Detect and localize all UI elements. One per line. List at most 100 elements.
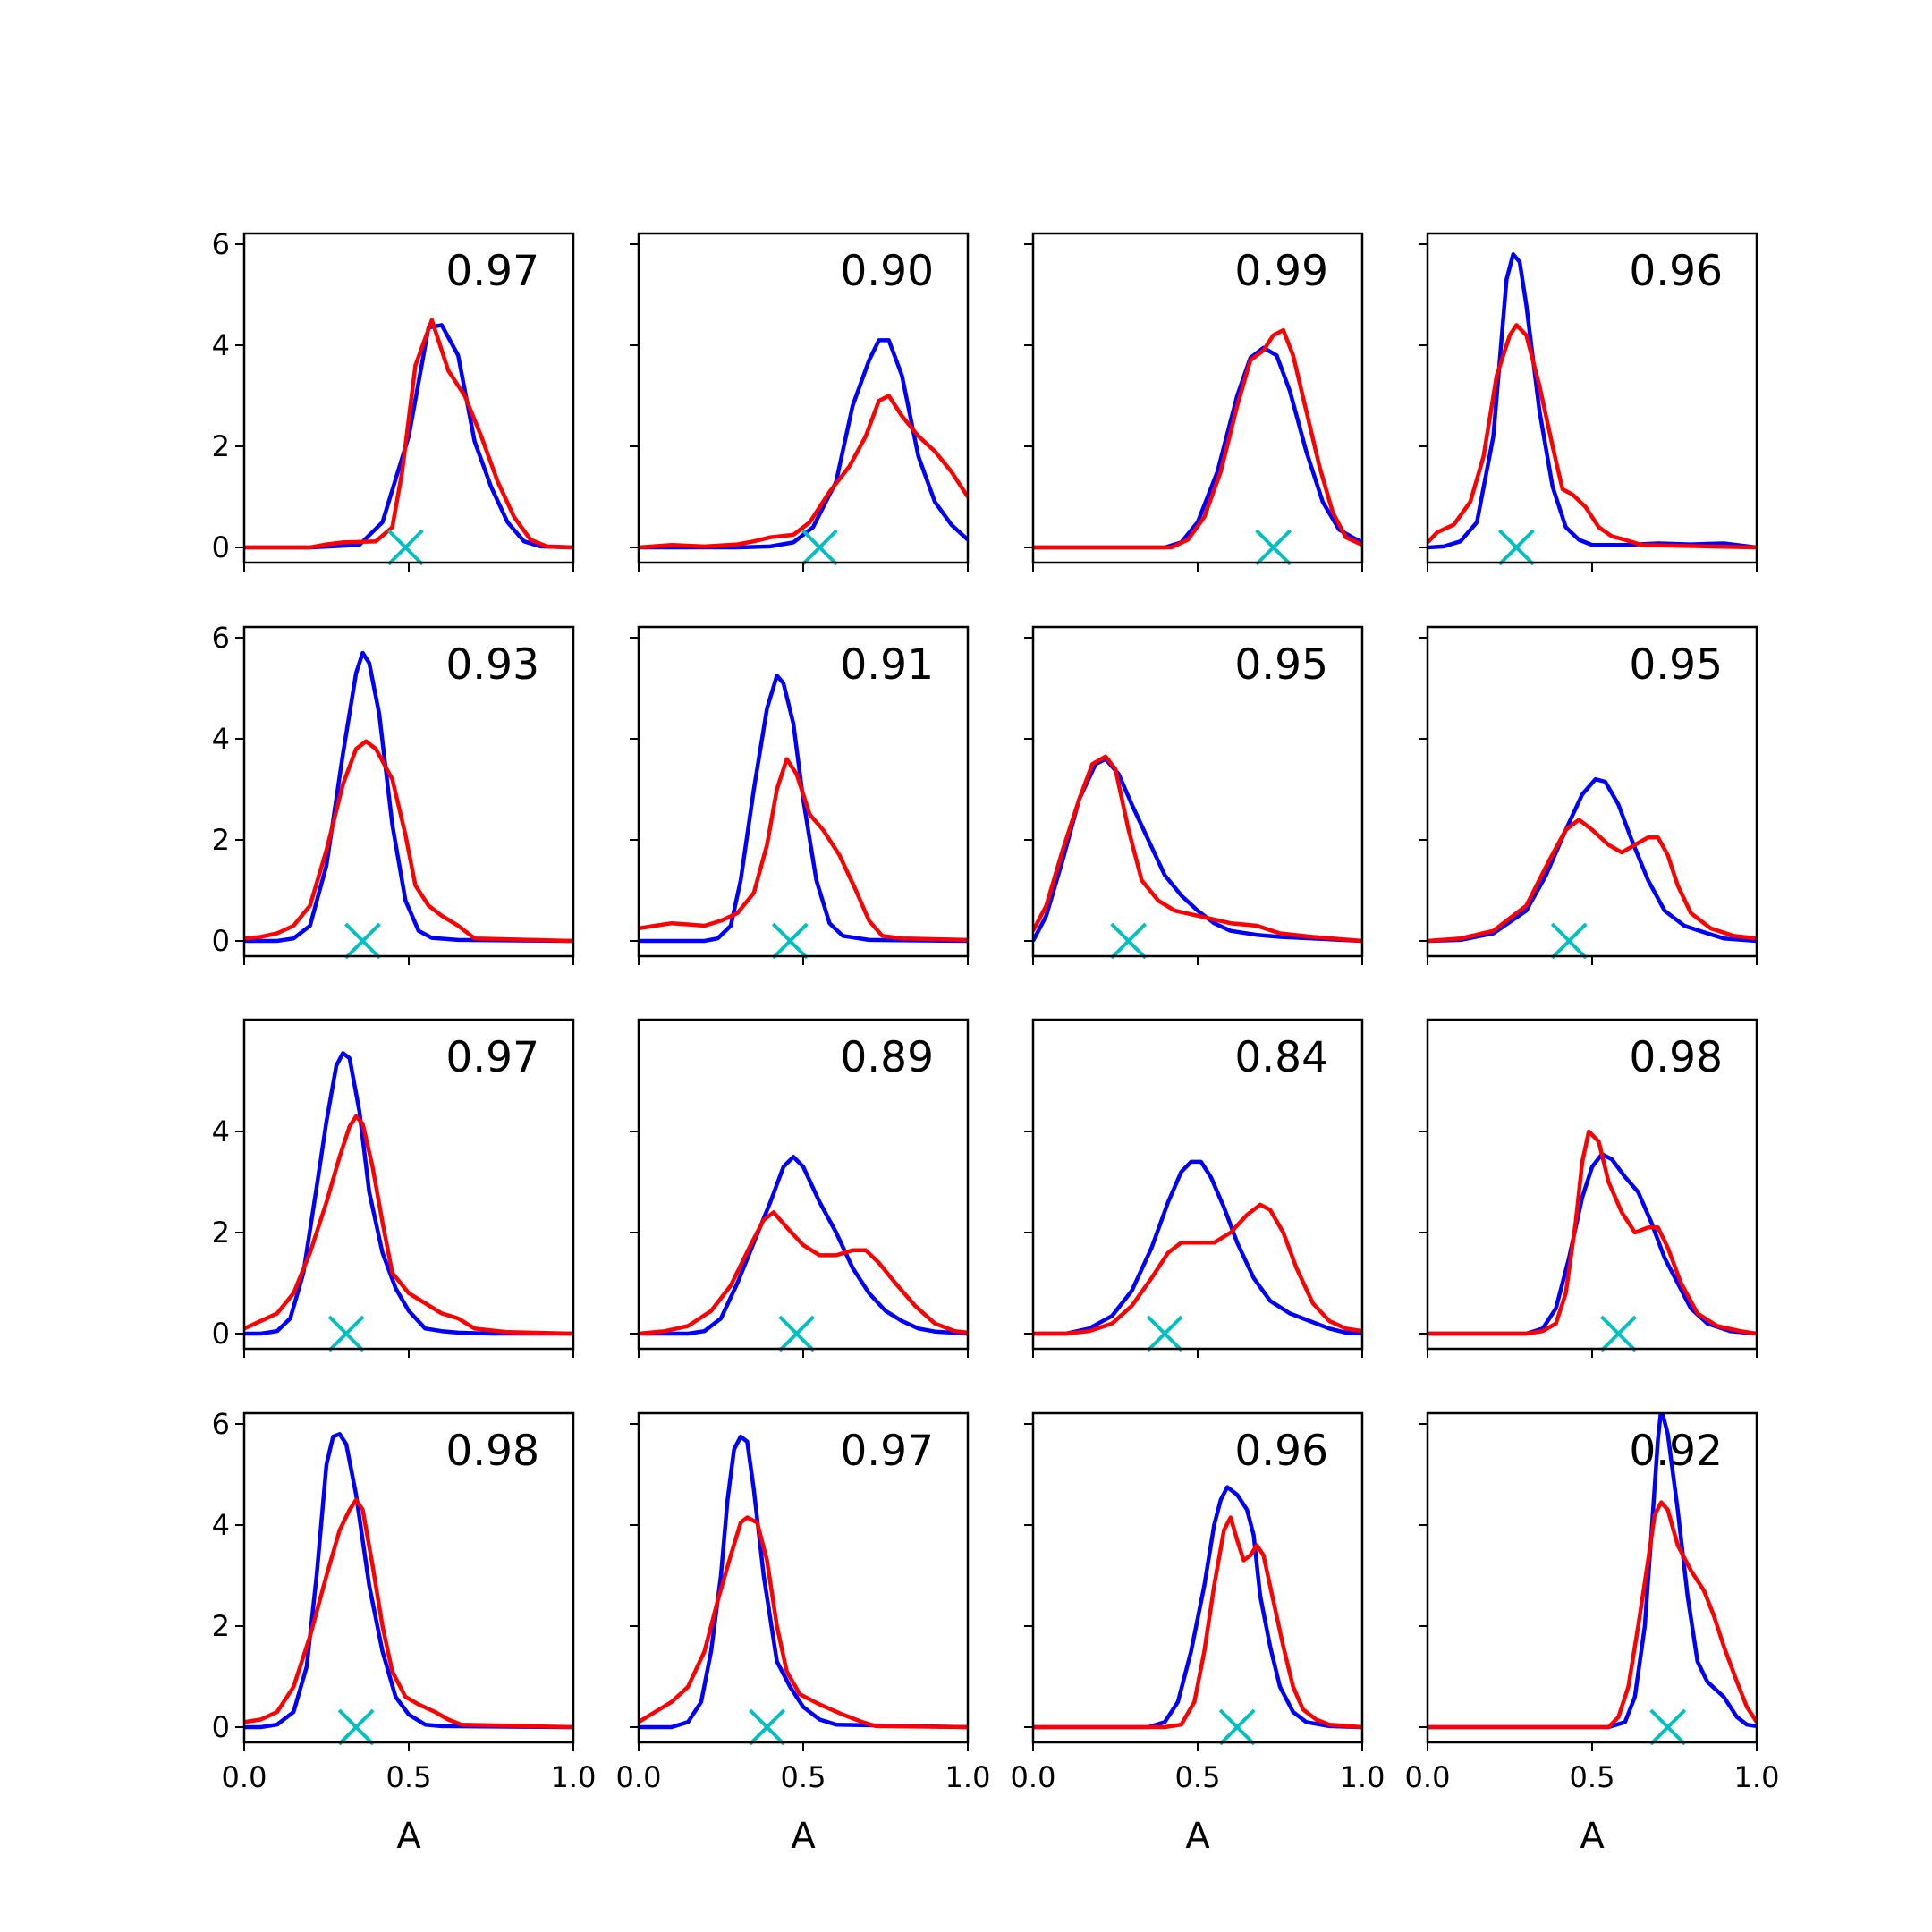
y-tick-label: 6	[212, 1407, 230, 1441]
y-tick-label: 4	[212, 328, 230, 362]
score-label: 0.97	[840, 1427, 934, 1476]
x-tick-label: 0.0	[1011, 1760, 1056, 1794]
series-blue-line	[244, 323, 573, 550]
series-blue-line	[639, 674, 968, 944]
x-axis-label: A	[396, 1816, 421, 1857]
y-tick-label: 2	[212, 1216, 230, 1250]
marker-stroke	[1255, 529, 1292, 566]
marker-x	[1600, 1315, 1637, 1352]
score-label: 0.84	[1234, 1033, 1328, 1082]
marker-stroke	[1146, 1315, 1183, 1352]
y-tick-label: 2	[212, 1609, 230, 1643]
marker-stroke	[1110, 922, 1148, 960]
marker-stroke	[1550, 922, 1588, 960]
series-red-line	[244, 1497, 573, 1730]
panel-9: 0 2 4 0.97	[212, 1018, 575, 1358]
series-blue-line	[1428, 1152, 1757, 1336]
panel-6: 0.91	[630, 625, 970, 965]
series-red-line	[1033, 1515, 1362, 1730]
x-tick-label: 1.0	[1734, 1760, 1780, 1794]
marker-stroke	[749, 1708, 785, 1746]
series-red-line	[244, 318, 573, 550]
panel-5: 0 2 4 6 0.93	[212, 621, 575, 965]
x-axis-label: A	[1580, 1816, 1605, 1857]
score-label: 0.90	[840, 247, 934, 296]
marker-x	[1649, 1708, 1687, 1746]
marker-x	[327, 1315, 365, 1352]
marker-x	[1550, 922, 1588, 960]
panel-4: 0.96	[1419, 232, 1758, 572]
series-red-line	[639, 1210, 968, 1336]
marker-x	[1110, 922, 1148, 960]
y-tick-label: 0	[212, 924, 230, 958]
x-tick-label: 0.5	[781, 1760, 826, 1794]
panel-16: 0.0 0.5 1.0 A 0.92	[1405, 1411, 1780, 1857]
series-red-line	[244, 1114, 573, 1336]
marker-stroke	[1600, 1315, 1637, 1352]
y-tick-label: 4	[212, 1508, 230, 1542]
x-tick-label: 1.0	[1340, 1760, 1385, 1794]
panel-3: 0.99	[1024, 232, 1364, 572]
series-red-line	[1033, 327, 1362, 550]
panel-1: 0 2 4 6 0.97	[212, 227, 575, 572]
y-tick-label: 6	[212, 621, 230, 655]
marker-stroke	[771, 922, 809, 960]
series-red-line	[244, 739, 573, 944]
marker-stroke	[327, 1315, 365, 1352]
score-label: 0.99	[1234, 247, 1328, 296]
y-tick-label: 6	[212, 227, 230, 261]
series-blue-line	[244, 1051, 573, 1336]
y-tick-label: 2	[212, 429, 230, 463]
series-red-line	[1428, 1500, 1757, 1730]
series-blue-line	[1428, 252, 1757, 550]
x-axis-label: A	[791, 1816, 816, 1857]
marker-stroke	[337, 1708, 375, 1746]
series-blue-line	[639, 338, 968, 550]
series-red-line	[1428, 818, 1757, 944]
marker-stroke	[801, 529, 838, 566]
series-blue-line	[244, 1432, 573, 1730]
series-blue-line	[244, 650, 573, 944]
y-tick-label: 0	[212, 530, 230, 564]
series-blue-line	[1033, 1159, 1362, 1336]
x-tick-label: 0.5	[1570, 1760, 1615, 1794]
series-blue-line	[639, 1155, 968, 1336]
series-red-line	[1033, 1202, 1362, 1336]
panel-11: 0.84	[1024, 1018, 1364, 1358]
panel-8: 0.95	[1419, 625, 1758, 965]
marker-stroke	[1497, 529, 1535, 566]
marker-x	[1255, 529, 1292, 566]
score-label: 0.95	[1629, 640, 1723, 690]
x-axis-label: A	[1185, 1816, 1210, 1857]
marker-x	[344, 922, 381, 960]
score-label: 0.97	[445, 247, 539, 296]
marker-stroke	[386, 529, 424, 566]
score-label: 0.95	[1234, 640, 1328, 690]
score-label: 0.98	[445, 1427, 539, 1476]
series-red-line	[1033, 754, 1362, 944]
score-label: 0.98	[1629, 1033, 1723, 1082]
score-label: 0.93	[445, 640, 539, 690]
series-red-line	[639, 1515, 968, 1730]
panel-15: 0.0 0.5 1.0 A 0.96	[1011, 1411, 1385, 1857]
x-tick-label: 0.0	[1405, 1760, 1451, 1794]
panel-14: 0.0 0.5 1.0 A 0.97	[616, 1411, 991, 1857]
score-label: 0.91	[840, 640, 934, 690]
marker-x	[771, 922, 809, 960]
marker-stroke	[1649, 1708, 1687, 1746]
series-red-line	[1428, 323, 1757, 550]
series-red-line	[1428, 1129, 1757, 1336]
y-tick-label: 4	[212, 722, 230, 756]
x-tick-label: 1.0	[945, 1760, 991, 1794]
marker-x	[1146, 1315, 1183, 1352]
panel-10: 0.89	[630, 1018, 970, 1358]
panel-12: 0.98	[1419, 1018, 1758, 1358]
marker-x	[749, 1708, 785, 1746]
marker-stroke	[778, 1315, 816, 1352]
marker-stroke	[1218, 1708, 1256, 1746]
y-tick-label: 4	[212, 1114, 230, 1148]
series-blue-line	[1033, 345, 1362, 550]
series-blue-line	[1033, 1485, 1362, 1730]
panel-2: 0.90	[630, 232, 970, 572]
